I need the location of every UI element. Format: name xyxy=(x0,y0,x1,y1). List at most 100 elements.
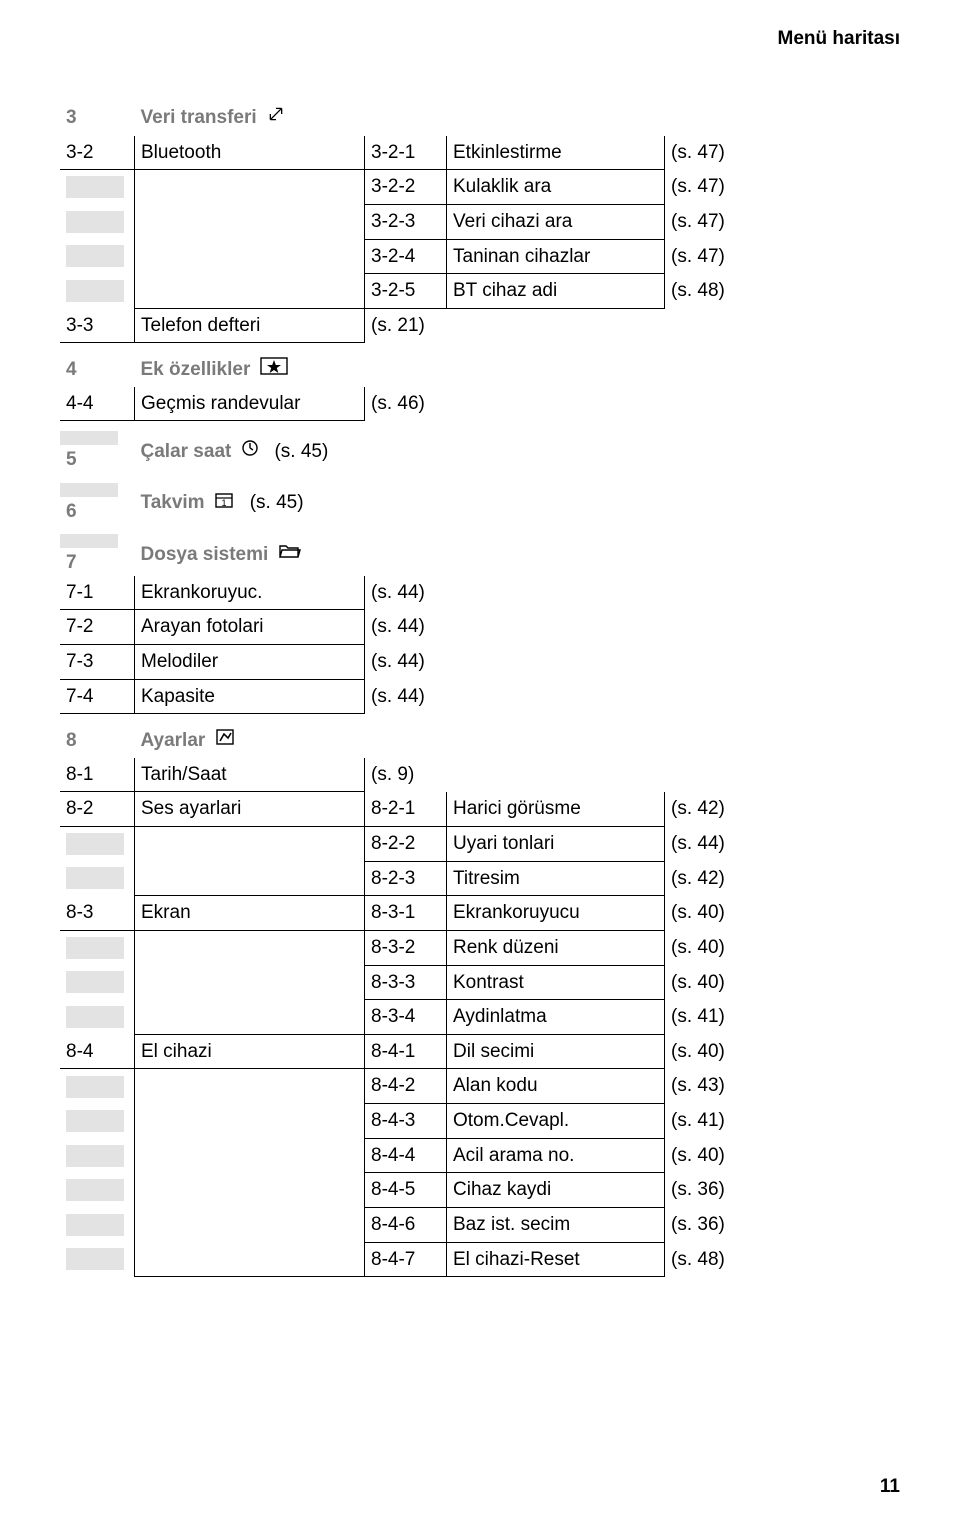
cell-sublabel: Baz ist. secim xyxy=(447,1208,665,1243)
cell-sublabel: Taninan cihazlar xyxy=(447,239,665,274)
section-heading: 3 Veri transferi xyxy=(60,100,745,136)
table-row: 4-4 Geçmis randevular (s. 46) xyxy=(60,387,745,421)
section-page: (s. 45) xyxy=(250,492,304,513)
section-title-text: Dosya sistemi xyxy=(141,544,269,565)
empty-cell xyxy=(135,204,365,239)
cell-subnum: 3-2-3 xyxy=(365,204,447,239)
cell-page: (s. 47) xyxy=(665,136,745,170)
cell-page: (s. 42) xyxy=(665,861,745,896)
empty-cell xyxy=(135,861,365,896)
cell-subnum: 8-4-1 xyxy=(365,1034,447,1069)
section-num: 7 xyxy=(60,552,77,573)
gray-cell xyxy=(60,826,135,861)
cell-sublabel: El cihazi-Reset xyxy=(447,1242,665,1277)
cell-page: (s. 42) xyxy=(665,792,745,827)
cell-label: Telefon defteri xyxy=(135,308,365,343)
cell-num: 8-4 xyxy=(60,1034,135,1069)
gray-cell xyxy=(60,204,135,239)
cell-page: (s. 48) xyxy=(665,274,745,309)
cell-label: Kapasite xyxy=(135,679,365,714)
cell-label: Bluetooth xyxy=(135,136,365,170)
cell-sublabel: Dil secimi xyxy=(447,1034,665,1069)
table-row: 3-2 Bluetooth 3-2-1 Etkinlestirme (s. 47… xyxy=(60,136,745,170)
table-row: 3-2-4 Taninan cihazlar (s. 47) xyxy=(60,239,745,274)
cell-label: Ekran xyxy=(135,896,365,931)
section-title-text: Takvim xyxy=(141,492,205,513)
table-row: 8-3 Ekran 8-3-1 Ekrankoruyucu (s. 40) xyxy=(60,896,745,931)
cell-subnum: 3-2-4 xyxy=(365,239,447,274)
cell-subnum: 8-3-1 xyxy=(365,896,447,931)
cell-sublabel: Ekrankoruyucu xyxy=(447,896,665,931)
cell-page: (s. 47) xyxy=(665,239,745,274)
table-row: 7-1 Ekrankoruyuc. (s. 44) xyxy=(60,576,745,610)
calendar-icon: 1 xyxy=(214,491,234,517)
cell-page: (s. 40) xyxy=(665,930,745,965)
table-row: 3-2-2 Kulaklik ara (s. 47) xyxy=(60,170,745,205)
section-title-text: Veri transferi xyxy=(141,107,257,128)
table-row: 8-2-3 Titresim (s. 42) xyxy=(60,861,745,896)
cell-page: (s. 43) xyxy=(665,1069,745,1104)
gray-cell xyxy=(60,170,135,205)
section-title: Takvim 1 (s. 45) xyxy=(135,483,745,525)
cell-sublabel: Acil arama no. xyxy=(447,1138,665,1173)
cell-sublabel: Etkinlestirme xyxy=(447,136,665,170)
cell-sublabel: Kulaklik ara xyxy=(447,170,665,205)
empty-cell xyxy=(135,930,365,965)
gray-cell: 6 xyxy=(60,483,135,525)
star-icon xyxy=(260,357,288,383)
section-title-text: Ayarlar xyxy=(141,730,206,751)
cell-label: Ses ayarlari xyxy=(135,792,365,827)
cell-subnum: 8-4-2 xyxy=(365,1069,447,1104)
cell-page: (s. 48) xyxy=(665,1242,745,1277)
gray-cell xyxy=(60,239,135,274)
empty-cell xyxy=(135,170,365,205)
cell-num: 7-1 xyxy=(60,576,135,610)
empty-cell xyxy=(135,1104,365,1139)
empty-cell xyxy=(135,274,365,309)
empty-cell xyxy=(135,1138,365,1173)
cell-page: (s. 40) xyxy=(665,1034,745,1069)
cell-num: 3-3 xyxy=(60,308,135,343)
cell-page: (s. 44) xyxy=(365,576,447,610)
gray-cell xyxy=(60,1242,135,1277)
cell-sublabel: Otom.Cevapl. xyxy=(447,1104,665,1139)
section-num: 8 xyxy=(60,724,135,758)
cell-page: (s. 9) xyxy=(365,758,447,792)
cell-page: (s. 41) xyxy=(665,1000,745,1035)
section-heading: 8 Ayarlar xyxy=(60,724,745,758)
table-row: 8-4-3 Otom.Cevapl. (s. 41) xyxy=(60,1104,745,1139)
section-title: Çalar saat (s. 45) xyxy=(135,431,745,473)
cell-subnum: 8-4-6 xyxy=(365,1208,447,1243)
cell-page: (s. 44) xyxy=(365,610,447,645)
section-title: Ayarlar xyxy=(135,724,745,758)
settings-icon xyxy=(215,728,235,754)
cell-sublabel: Kontrast xyxy=(447,965,665,1000)
gray-cell xyxy=(60,930,135,965)
section-title: Dosya sistemi xyxy=(135,534,745,576)
empty-cell xyxy=(135,1208,365,1243)
cell-label: Tarih/Saat xyxy=(135,758,365,792)
table-row: 8-1 Tarih/Saat (s. 9) xyxy=(60,758,745,792)
folder-icon xyxy=(278,542,302,568)
table-row: 8-4-5 Cihaz kaydi (s. 36) xyxy=(60,1173,745,1208)
cell-num: 7-3 xyxy=(60,645,135,680)
gray-cell xyxy=(60,1138,135,1173)
cell-label: Ekrankoruyuc. xyxy=(135,576,365,610)
cell-num: 8-3 xyxy=(60,896,135,931)
gray-cell xyxy=(60,1069,135,1104)
gray-cell xyxy=(60,1000,135,1035)
gray-cell xyxy=(60,274,135,309)
section-page: (s. 45) xyxy=(274,441,328,462)
table-row: 7-4 Kapasite (s. 44) xyxy=(60,679,745,714)
cell-subnum: 8-2-3 xyxy=(365,861,447,896)
table-row: 8-2-2 Uyari tonlari (s. 44) xyxy=(60,826,745,861)
table-row: 8-4 El cihazi 8-4-1 Dil secimi (s. 40) xyxy=(60,1034,745,1069)
cell-subnum: 8-4-7 xyxy=(365,1242,447,1277)
cell-page: (s. 47) xyxy=(665,170,745,205)
gray-cell: 7 xyxy=(60,534,135,576)
gray-cell xyxy=(60,1173,135,1208)
empty-cell xyxy=(135,1242,365,1277)
cell-page: (s. 41) xyxy=(665,1104,745,1139)
cell-num: 3-2 xyxy=(60,136,135,170)
cell-num: 4-4 xyxy=(60,387,135,421)
